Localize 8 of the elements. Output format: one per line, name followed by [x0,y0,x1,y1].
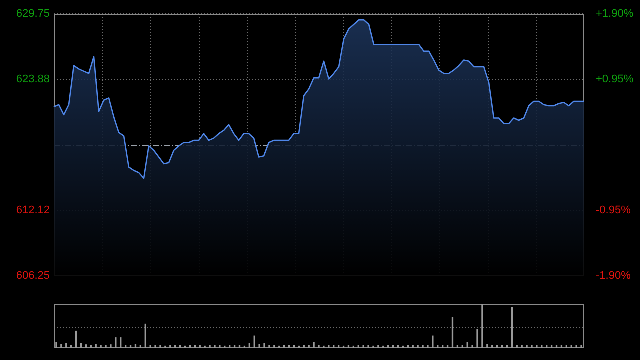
y2-tick-label: +0.95% [596,74,634,86]
y2-tick-label: -1.90% [596,270,632,282]
y2-tick-label: +1.90% [596,8,634,20]
y-tick-label: 612.12 [16,204,50,217]
y-tick-label: 623.88 [16,73,50,86]
y-tick-label: 629.75 [16,8,50,20]
y2-tick-label: -0.95% [596,204,632,217]
y-tick-label: 606.25 [16,270,50,282]
